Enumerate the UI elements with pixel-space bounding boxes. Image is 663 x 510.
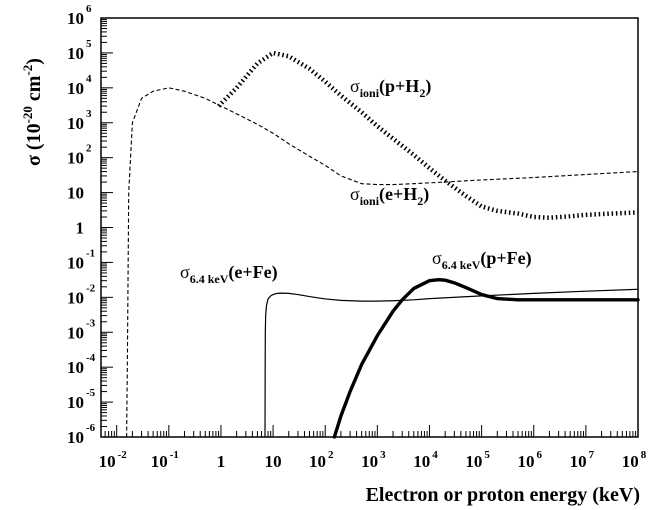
x-tick-label: 10 4	[413, 449, 438, 471]
series-layer	[126, 50, 640, 439]
y-tick-exponent: 2	[86, 143, 92, 155]
plot-frame	[100, 17, 639, 438]
y-tick-label: 10	[67, 184, 84, 203]
y-axis-title-exp1: -20	[20, 106, 35, 123]
label-ioni-p-h2: σioni(p+H2)	[350, 76, 431, 100]
x-tick-label: 10 -2	[99, 449, 128, 471]
y-axis-title-sym: σ	[23, 155, 45, 166]
y-tick-label: 10	[67, 79, 84, 98]
y-tick-exponent: -4	[86, 352, 96, 364]
label-6p4kev-p-fe: σ6.4 keV(p+Fe)	[432, 248, 532, 272]
y-tick-label: 10	[67, 428, 84, 447]
x-tick-label: 10	[265, 452, 282, 471]
y-tick-label: 10	[67, 288, 84, 307]
x-tick-label: 10 7	[570, 449, 595, 471]
y-tick-exponent: -1	[86, 247, 95, 259]
y-tick-label: 10	[67, 44, 84, 63]
y-tick-exponent: -3	[86, 317, 96, 329]
x-tick-label: 10 5	[465, 449, 490, 471]
y-tick-label: 10	[67, 358, 84, 377]
y-tick-label: 10	[67, 149, 84, 168]
y-tick-label: 10	[67, 114, 84, 133]
y-axis-title-exp2: -2	[20, 65, 35, 76]
minor-ticks	[100, 19, 637, 437]
x-tick-label: 1	[217, 452, 226, 471]
major-ticks	[101, 17, 639, 438]
y-tick-label: 10	[67, 393, 84, 412]
series-line-3	[332, 278, 640, 439]
label-6p4kev-e-fe: σ6.4 keV(e+Fe)	[180, 262, 278, 286]
y-tick-exponent: 3	[86, 108, 92, 120]
series-line-2	[264, 288, 639, 438]
y-axis-title-open: (10	[23, 123, 45, 155]
label-ioni-e-h2: σioni(e+H2)	[350, 184, 429, 208]
x-tick-label: 10 6	[517, 449, 542, 471]
y-tick-exponent: 5	[86, 38, 92, 50]
y-axis-title: σ (10-20 cm-2)	[20, 58, 45, 166]
series-line-1	[126, 87, 639, 438]
y-tick-exponent: 4	[86, 73, 92, 85]
y-tick-exponent: 6	[86, 3, 92, 15]
y-axis-title-close: )	[23, 58, 45, 65]
y-tick-exponent: -2	[86, 282, 96, 294]
x-tick-label: 10 2	[309, 449, 334, 471]
y-tick-exponent: -5	[86, 387, 96, 399]
y-tick-label: 1	[76, 219, 85, 238]
y-tick-exponent: -6	[86, 422, 96, 434]
y-axis-title-mid: cm	[23, 75, 45, 106]
x-axis-title: Electron or proton energy (keV)	[366, 484, 640, 506]
x-tick-label: 10 8	[622, 449, 647, 471]
y-tick-label: 10	[67, 9, 84, 28]
y-tick-label: 10	[67, 253, 84, 272]
series-line-0	[216, 50, 639, 221]
y-tick-label: 10	[67, 323, 84, 342]
x-tick-labels: 10 -2 10 -1 1 10 10 2 10 3 10 4 10 5 10 6 10 7 10 8	[99, 449, 647, 471]
x-tick-label: 10 3	[361, 449, 386, 471]
x-tick-label: 10 -1	[151, 449, 179, 471]
